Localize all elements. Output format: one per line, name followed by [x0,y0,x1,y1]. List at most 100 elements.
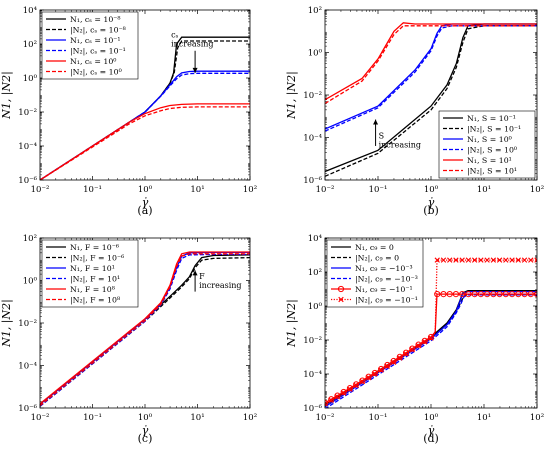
annotation-arrowhead [192,270,198,276]
legend-label: |N₂|, S = 10⁻¹ [467,125,521,134]
series-marker [390,359,397,366]
series-marker [521,257,528,263]
axes-frame [324,9,538,181]
series-marker [397,355,403,361]
y-tick-label: 10² [308,6,322,16]
legend-label: N₁, cₛ = 10⁻⁸ [70,15,121,24]
series-marker [415,341,422,348]
series-marker [378,367,384,373]
series-marker [484,291,491,298]
legend-box [438,110,536,179]
series-marker [453,257,459,263]
x-axis-label: γ̇ [142,196,149,209]
series-line [40,106,250,180]
series-marker [325,399,329,406]
y-axis-label: N1, |N2| [285,71,299,120]
legend-label: N₁, c₉ = −10⁻¹ [355,285,413,294]
x-tick-label: 10² [243,413,257,423]
series-marker [490,291,497,298]
series-marker [390,357,397,365]
x-tick-label: 10⁻¹ [369,413,388,423]
x-tick-label: 10⁰ [424,185,439,195]
legend-label: N₁, c₉ = 0 [355,243,394,252]
series-marker [515,257,521,263]
series-marker [471,291,478,298]
legend-box [41,11,139,80]
y-tick-label: 10⁰ [23,74,38,84]
x-tick-label: 10⁰ [424,413,439,423]
legend-label: N₁, cₛ = 10⁻¹ [70,36,121,45]
x-tick-label: 10¹ [190,185,204,195]
series-marker [490,257,497,263]
series-marker [403,351,409,357]
series-marker [434,257,440,263]
panel-1: 10⁻² 10⁻¹ 10⁰ 10¹ 10² 10⁻⁶ 10⁻⁴ 10⁻² 10⁰ 10² 10⁴ cₛ… [0,6,257,217]
y-tick-label: 10² [308,268,322,278]
series-marker [465,257,472,263]
series-marker [477,291,484,298]
series-marker [341,390,347,396]
series-marker [496,257,503,263]
y-tick-label: 10⁻⁶ [18,404,37,414]
x-tick-label: 10¹ [190,413,204,423]
series-marker [427,333,435,341]
series-marker [496,291,503,298]
legend-label: |N₂|, F = 10¹ [70,275,120,284]
legend-label: |N₂|, F = 10⁸ [70,296,120,305]
annotation-text: S [379,132,384,141]
y-tick-label: 10⁰ [308,49,323,59]
legend-marker [337,285,345,293]
panel-label: (b) [423,204,439,217]
legend-label: |N₂|, cₛ = 10⁰ [70,68,122,77]
legend-label: N₁, c₉ = −10⁻³ [355,264,413,273]
series-line [40,72,250,180]
y-tick-label: 10⁰ [308,302,323,312]
y-tick-label: 10⁴ [308,234,323,244]
series-marker [371,369,378,377]
series-marker [521,291,528,298]
series-marker [428,335,434,341]
series-marker [396,353,403,360]
series-group [325,22,537,177]
legend-marker [338,296,344,303]
series-group [40,251,250,407]
series-marker [440,291,447,298]
series-group [325,257,537,408]
legend-label: |N₂|, F = 10⁻⁶ [70,254,124,263]
series-marker [528,257,534,263]
y-tick-label: 10⁰ [23,277,38,287]
panel-label: (d) [423,432,439,445]
legend-label: N₁, S = 10⁻¹ [467,114,516,123]
x-tick-label: 10⁻¹ [369,185,388,195]
series-line [40,253,250,407]
y-tick-label: 10⁻⁴ [18,362,37,372]
series-marker [328,397,334,403]
x-tick-label: 10⁻² [31,185,50,195]
panel-4: 10⁻² 10⁻¹ 10⁰ 10¹ 10² 10⁻⁶ 10⁻⁴ 10⁻² 10⁰ 10² 10⁴ N₁… [285,234,544,445]
series-line [40,253,250,407]
series-line [325,22,537,101]
x-axis-label: γ̇ [428,196,435,209]
annotation-text: F [199,272,205,281]
series-marker [447,257,453,263]
y-tick-label: 10⁻² [18,319,37,329]
axes-frame [39,9,251,181]
series-marker [359,378,366,385]
series-marker [440,257,447,263]
series-marker [509,257,515,263]
series-marker [465,291,472,298]
series-marker [534,257,537,263]
legend-label: N₁, F = 10⁸ [70,285,115,294]
x-tick-label: 10⁻² [316,185,335,195]
annotation-text: increasing [199,281,241,290]
legend-label: |N₂|, S = 10⁰ [467,146,517,155]
annotation-arrowhead [192,67,198,73]
y-tick-label: 10⁻⁴ [303,134,322,144]
x-tick-label: 10² [530,185,544,195]
legend-label: N₁, S = 10¹ [467,156,512,165]
legend-label: N₁, S = 10⁰ [467,135,512,144]
x-tick-label: 10² [243,185,257,195]
y-tick-label: 10⁻⁴ [303,370,322,380]
legend-label: N₁, cₛ = 10⁰ [70,57,116,66]
